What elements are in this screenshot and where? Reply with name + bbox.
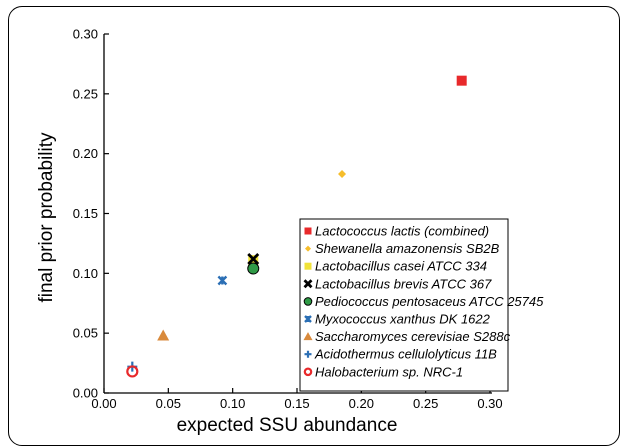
legend-item: Lactobacillus brevis ATCC 367 xyxy=(303,276,492,291)
data-point xyxy=(456,75,467,86)
legend-label: Pediococcus pentosaceus ATCC 25745 xyxy=(315,294,544,309)
legend-marker xyxy=(303,367,313,377)
legend-marker xyxy=(303,332,313,341)
legend-marker xyxy=(303,297,313,306)
legend-label: Lactococcus lactis (combined) xyxy=(315,224,489,239)
data-point xyxy=(247,252,260,265)
legend-item: Acidothermus cellulolyticus 11B xyxy=(304,347,497,362)
legend-label: Saccharomyces cerevisiae S288c xyxy=(315,329,511,344)
x-tick-label: 0.25 xyxy=(413,396,438,411)
x-tick-label: 0.05 xyxy=(156,396,181,411)
legend-marker xyxy=(304,315,312,323)
legend-item: Lactococcus lactis (combined) xyxy=(304,224,489,239)
data-point xyxy=(157,329,170,341)
data-point xyxy=(126,365,139,378)
legend-marker xyxy=(304,350,312,358)
data-point xyxy=(338,170,347,179)
legend-label: Lactobacillus brevis ATCC 367 xyxy=(315,276,492,291)
legend-label: Halobacterium sp. NRC-1 xyxy=(315,364,463,379)
legend-label: Acidothermus cellulolyticus 11B xyxy=(314,347,497,362)
y-tick-label: 0.20 xyxy=(73,146,98,161)
legend-marker xyxy=(304,227,312,235)
legend-marker xyxy=(305,245,311,252)
data-point xyxy=(247,262,260,275)
legend-item: Pediococcus pentosaceus ATCC 25745 xyxy=(303,294,544,309)
y-tick-label: 0.00 xyxy=(73,386,98,401)
legend-label: Shewanella amazonensis SB2B xyxy=(315,241,500,256)
x-tick-label: 0.00 xyxy=(91,396,116,411)
y-tick-label: 0.10 xyxy=(73,266,98,281)
legend-item: Saccharomyces cerevisiae S288c xyxy=(303,329,511,344)
x-axis-title: expected SSU abundance xyxy=(177,415,398,436)
data-point xyxy=(217,275,228,286)
scatter-chart: 0.00 0.05 0.10 0.15 0.20 0.25 0.30 0.00 0.05 0.1… xyxy=(36,27,544,437)
legend-item: Myxococcus xanthus DK 1622 xyxy=(304,312,491,327)
y-tick-label: 0.15 xyxy=(73,206,98,221)
x-tick-label: 0.10 xyxy=(220,396,245,411)
x-tick-label: 0.30 xyxy=(477,396,502,411)
legend-marker xyxy=(304,262,312,270)
legend-item: Shewanella amazonensis SB2B xyxy=(305,241,500,256)
legend-label: Myxococcus xanthus DK 1622 xyxy=(315,312,491,327)
x-tick-label: 0.20 xyxy=(349,396,374,411)
axes: 0.00 0.05 0.10 0.15 0.20 0.25 0.30 0.00 0.05 0.1… xyxy=(73,27,503,412)
y-ticks: 0.00 0.05 0.10 0.15 0.20 0.25 0.30 xyxy=(73,27,109,401)
data-points xyxy=(126,75,467,378)
legend-label: Lactobacillus casei ATCC 334 xyxy=(315,259,487,274)
y-tick-label: 0.05 xyxy=(73,326,98,341)
legend-marker xyxy=(303,279,313,289)
legend-item: Lactobacillus casei ATCC 334 xyxy=(304,259,487,274)
y-tick-label: 0.25 xyxy=(73,86,98,101)
legend-box xyxy=(299,218,509,392)
y-tick-label: 0.30 xyxy=(73,27,98,42)
legend-item: Halobacterium sp. NRC-1 xyxy=(303,364,463,379)
x-tick-label: 0.15 xyxy=(284,396,309,411)
legend: Lactococcus lactis (combined) Shewanella … xyxy=(299,218,544,392)
legend-items: Lactococcus lactis (combined) Shewanella … xyxy=(303,224,544,379)
y-axis-title: final prior probability xyxy=(36,132,57,303)
